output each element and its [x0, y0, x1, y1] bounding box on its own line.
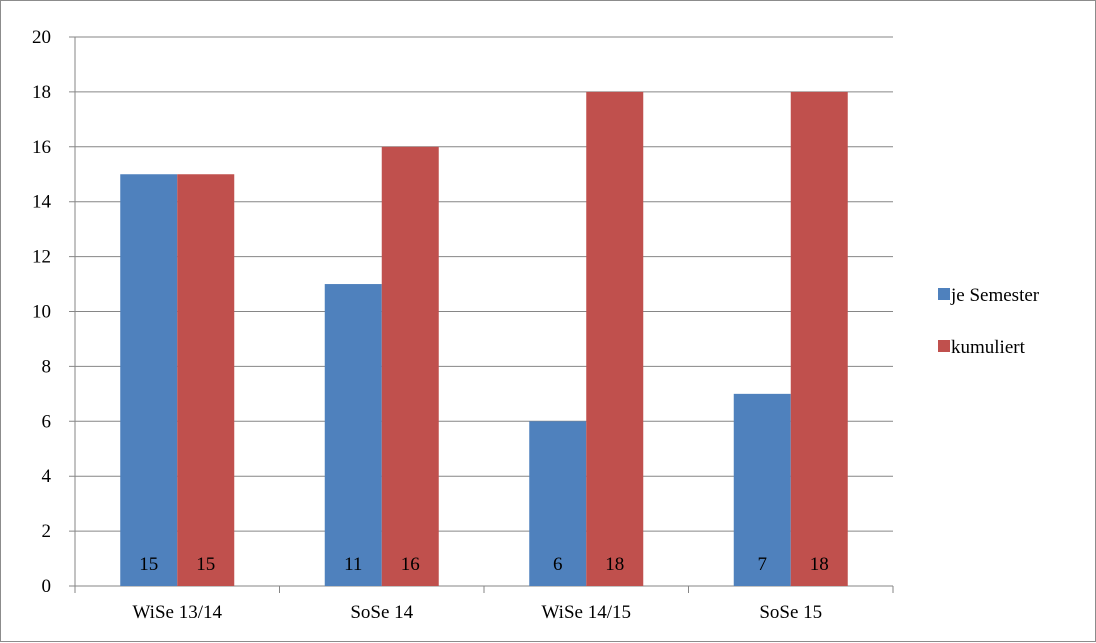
data-label: 18 [605, 554, 624, 575]
data-label: 11 [344, 554, 362, 575]
data-label: 6 [553, 554, 563, 575]
y-tick-label: 10 [32, 302, 51, 323]
y-tick-label: 18 [32, 82, 51, 103]
legend-label: je Semester [950, 285, 1040, 306]
bar [586, 91, 644, 587]
y-tick-label: 6 [42, 411, 52, 432]
legend-swatch [938, 288, 950, 300]
x-tick-label: SoSe 15 [759, 602, 822, 623]
bar [381, 146, 439, 587]
y-tick-label: 12 [32, 247, 51, 268]
data-labels: 15 15 11 16 6 18 7 18 [139, 554, 829, 575]
x-tick-label: SoSe 14 [350, 602, 413, 623]
y-tick-label: 14 [32, 192, 52, 213]
data-label: 15 [196, 554, 215, 575]
y-tick-label: 16 [32, 137, 51, 158]
x-tick-label: WiSe 14/15 [542, 602, 631, 623]
bars [120, 91, 848, 587]
bar [120, 174, 178, 586]
bar [177, 174, 235, 586]
data-label: 15 [139, 554, 158, 575]
x-tick-label: WiSe 13/14 [133, 602, 223, 623]
y-tick-label: 4 [42, 466, 52, 487]
y-tick-label: 8 [42, 356, 52, 377]
legend-swatch [938, 340, 950, 352]
bar [529, 421, 587, 586]
y-tick-label: 0 [42, 576, 52, 597]
y-tick-label: 20 [32, 27, 51, 48]
data-label: 18 [810, 554, 829, 575]
y-tick-label: 2 [42, 521, 52, 542]
data-label: 16 [401, 554, 420, 575]
legend-label: kumuliert [951, 337, 1026, 358]
legend: je Semester kumuliert [938, 285, 1040, 358]
bar [324, 284, 382, 586]
bar [733, 393, 791, 586]
data-label: 7 [758, 554, 768, 575]
bar [790, 91, 848, 587]
